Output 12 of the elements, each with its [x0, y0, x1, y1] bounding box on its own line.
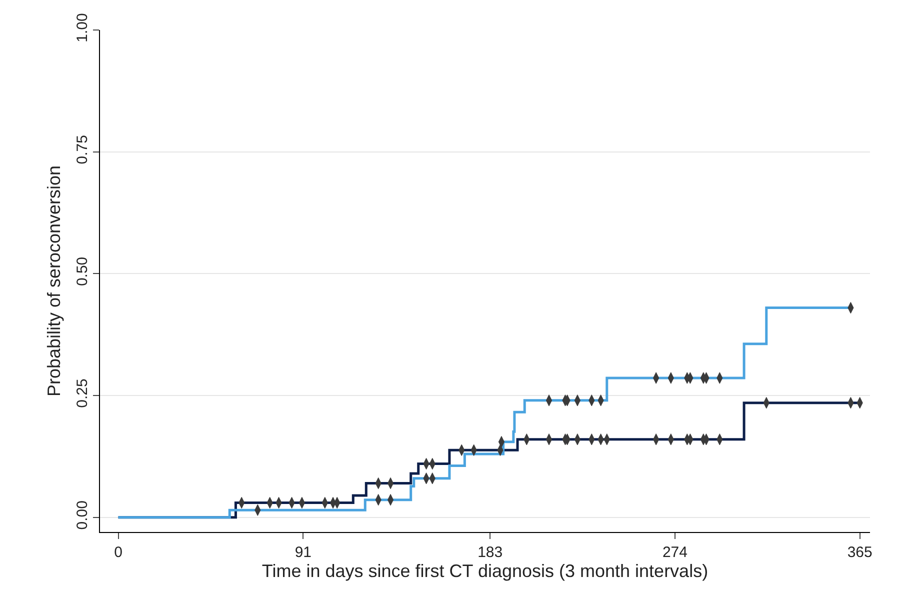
y-tick-label: 0.00 — [74, 500, 91, 530]
y-tick-label: 0.75 — [74, 134, 91, 164]
x-tick-label: 183 — [478, 544, 503, 561]
x-tick-label: 274 — [662, 544, 688, 561]
x-tick-label: 365 — [847, 544, 872, 561]
x-tick-label: 0 — [114, 544, 122, 561]
y-tick-label: 1.00 — [74, 13, 91, 42]
y-tick-label: 0.25 — [74, 378, 91, 408]
y-tick-label: 0.50 — [74, 256, 91, 286]
x-axis-title: Time in days since first CT diagnosis (3 month intervals) — [262, 561, 708, 582]
y-axis-title: Probability of seroconversion — [44, 165, 64, 397]
x-tick-label: 91 — [294, 544, 312, 561]
